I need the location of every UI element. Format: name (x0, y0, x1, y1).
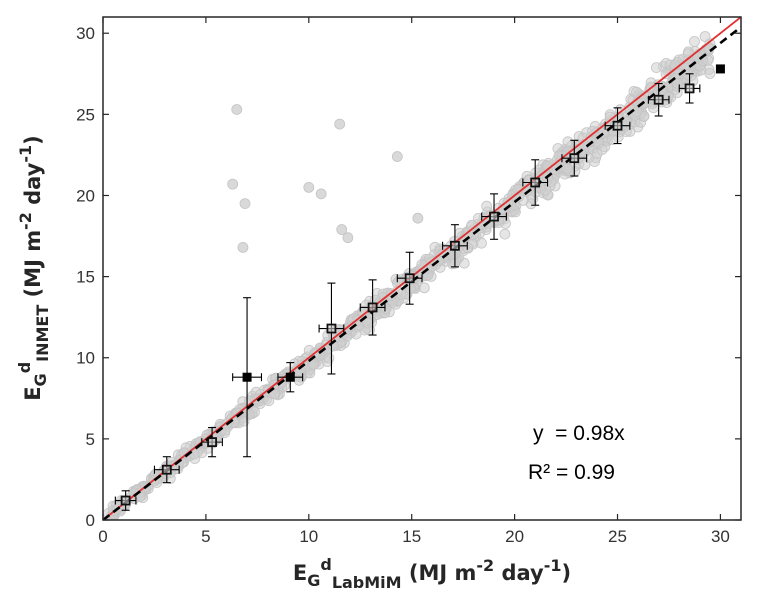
y-tick-label: 25 (76, 105, 95, 124)
y-tick-label: 10 (76, 349, 95, 368)
scatter-point (499, 228, 511, 240)
scatter-outlier (231, 104, 243, 115)
scatter-outlier (303, 181, 315, 193)
scatter-outlier (334, 118, 346, 130)
y-tick-label: 0 (86, 511, 95, 530)
x-tick-label: 30 (711, 527, 730, 546)
scatter-outlier (315, 188, 327, 200)
mean-marker (715, 64, 725, 74)
mean-marker (404, 273, 415, 284)
scatter-point (561, 162, 573, 174)
scatter-outlier (342, 232, 354, 244)
scatter-point (418, 282, 430, 294)
x-tick-label: 25 (608, 527, 627, 546)
mean-marker (489, 211, 499, 222)
binned-mean-point (604, 107, 631, 145)
scatter-point (704, 68, 716, 79)
binned-mean-point (442, 224, 468, 268)
binned-mean-point (561, 139, 588, 177)
scatter-point (481, 200, 493, 212)
y-tick-label: 20 (76, 186, 95, 205)
scatter-outlier (336, 224, 348, 235)
equation-annotation: y = 0.98x (533, 422, 625, 445)
mean-marker (242, 372, 252, 382)
y-tick-label: 5 (86, 430, 95, 449)
scatter-point (689, 36, 700, 47)
mean-marker (120, 495, 131, 506)
binned-mean-point (715, 64, 725, 74)
mean-marker (161, 464, 172, 475)
scatter-point (579, 159, 591, 171)
one-to-one-line (103, 17, 741, 520)
mean-marker (450, 240, 460, 251)
scatter-point (651, 62, 662, 73)
scatter-outlier (412, 212, 424, 224)
scatter-point (380, 303, 392, 315)
scatter-point (350, 328, 362, 340)
mean-marker (207, 437, 217, 448)
scatter-point (395, 288, 407, 300)
binned-mean-point (201, 426, 223, 458)
r-squared-annotation: R² = 0.99 (528, 461, 615, 484)
scatter-point (660, 68, 672, 80)
mean-marker (367, 302, 378, 313)
y-axis-title: EGdINMET (MJ m-2 day-1) (15, 135, 52, 401)
scatter-point (405, 283, 416, 295)
scatter-point (682, 48, 694, 59)
mean-marker (653, 94, 664, 105)
scatter-point (323, 352, 335, 364)
y-tick-label: 15 (76, 268, 95, 287)
binned-mean-point (481, 193, 507, 240)
scatter-point (562, 136, 574, 148)
plot-frame (102, 16, 742, 521)
mean-marker (612, 120, 623, 131)
binned-means (114, 64, 725, 511)
binned-mean-point (153, 456, 180, 484)
scatter-point (540, 184, 551, 196)
mean-marker (684, 83, 695, 94)
x-tick-label: 10 (299, 527, 318, 546)
scatter-outlier (391, 151, 403, 162)
mean-marker (326, 323, 337, 334)
x-axis-title: EGdLabMiM (MJ m-2 day-1) (293, 555, 571, 592)
scatter-point (587, 125, 598, 137)
binned-mean-point (114, 490, 137, 511)
binned-mean-point (232, 297, 263, 458)
scatter-point (553, 150, 565, 162)
y-axis-ticks: 0 5 10 15 20 25 30 (76, 24, 741, 530)
binned-mean-point (396, 251, 423, 305)
mean-marker (285, 372, 295, 382)
x-axis-ticks: 0 5 10 15 20 25 30 (98, 17, 730, 546)
scatter-outlier (239, 198, 251, 209)
mean-marker (530, 177, 541, 188)
scatter-point (591, 148, 603, 160)
binned-mean-point (359, 279, 386, 336)
scatter-outlier (237, 242, 249, 253)
scatter-point (385, 289, 397, 301)
binned-mean-point (647, 82, 670, 117)
x-tick-label: 0 (98, 527, 107, 546)
scatter-point (672, 77, 683, 89)
y-tick-label: 30 (76, 24, 95, 43)
x-tick-label: 20 (505, 527, 524, 546)
scatter-point (476, 237, 487, 249)
x-tick-label: 5 (201, 527, 210, 546)
x-tick-label: 15 (402, 527, 421, 546)
binned-mean-point (522, 159, 549, 206)
binned-mean-point (277, 362, 304, 393)
binned-mean-point (678, 73, 701, 104)
mean-marker (569, 153, 580, 164)
scatter-point (699, 31, 711, 42)
scatter-outlier (227, 178, 239, 190)
binned-mean-point (318, 282, 345, 375)
